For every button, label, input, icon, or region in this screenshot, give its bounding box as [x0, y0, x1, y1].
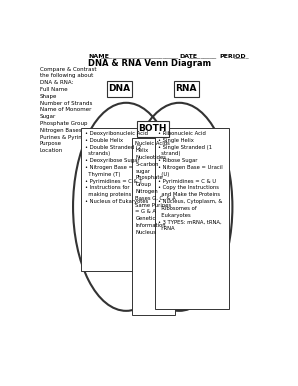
Text: Compare & Contrast
the following about
DNA & RNA:
Full Name
Shape
Number of Stra: Compare & Contrast the following about D… [40, 66, 100, 153]
FancyBboxPatch shape [107, 81, 132, 97]
FancyBboxPatch shape [132, 139, 175, 315]
Text: DATE: DATE [179, 54, 197, 59]
Text: Nucleic Acids
Helix
Nucleotides
5-carbon
sugar
Phosphate
Group
Nitrogen
Bases G,: Nucleic Acids Helix Nucleotides 5-carbon… [135, 141, 176, 235]
FancyBboxPatch shape [155, 128, 229, 309]
Text: NAME: NAME [88, 54, 109, 59]
Text: PERIOD: PERIOD [220, 54, 246, 59]
Text: • Deoxyribonucleic Acid
• Double Helix
• Double Stranded (2
  strands)
• Deoxyri: • Deoxyribonucleic Acid • Double Helix •… [85, 131, 148, 204]
FancyBboxPatch shape [136, 120, 169, 137]
Text: _________________________: _________________________ [100, 54, 178, 59]
Text: RNA: RNA [176, 84, 197, 93]
FancyBboxPatch shape [81, 128, 150, 271]
Text: BOTH: BOTH [139, 124, 167, 133]
Text: DNA & RNA Venn Diagram: DNA & RNA Venn Diagram [88, 59, 211, 68]
FancyBboxPatch shape [173, 81, 199, 97]
Text: • Ribonucleic Acid
• Single Helix
• Single Stranded (1
  strand)
• Ribose Sugar
: • Ribonucleic Acid • Single Helix • Sing… [159, 131, 223, 231]
Text: DNA: DNA [108, 84, 130, 93]
Text: _________: _________ [189, 54, 217, 59]
Text: _____: _____ [233, 54, 249, 59]
